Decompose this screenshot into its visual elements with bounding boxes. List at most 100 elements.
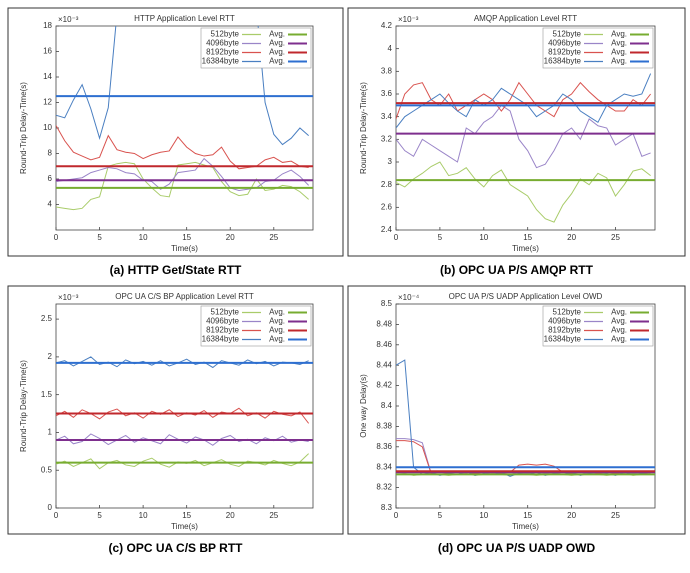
y-tick-label: 14 bbox=[43, 72, 52, 81]
y-tick-label: 8.44 bbox=[376, 360, 392, 369]
x-tick-label: 5 bbox=[97, 233, 102, 242]
y-tick-label: 8.38 bbox=[376, 422, 392, 431]
legend-label: 4096byte bbox=[548, 317, 581, 326]
y-tick-label: 0 bbox=[48, 503, 53, 512]
legend-label: 4096byte bbox=[206, 317, 239, 326]
y-tick-label: 2.5 bbox=[41, 314, 53, 323]
y-tick-label: 1.5 bbox=[41, 390, 53, 399]
y-axis-label: Round-Trip Delay-Time(s) bbox=[359, 82, 368, 174]
x-tick-label: 5 bbox=[97, 511, 102, 520]
series-line bbox=[56, 407, 310, 424]
x-tick-label: 10 bbox=[479, 233, 488, 242]
y-tick-label: 3.8 bbox=[381, 66, 393, 75]
x-tick-label: 15 bbox=[523, 233, 532, 242]
y-tick-label: 2.6 bbox=[381, 202, 393, 211]
y-tick-label: 10 bbox=[43, 123, 52, 132]
plot-lines bbox=[396, 73, 655, 223]
y-tick-label: 2.8 bbox=[381, 180, 393, 189]
y-tick-label: 8 bbox=[48, 149, 53, 158]
x-tick-label: 10 bbox=[479, 511, 488, 520]
y-tick-label: 4 bbox=[48, 200, 53, 209]
y-tick-label: 16 bbox=[43, 47, 52, 56]
series-line bbox=[56, 161, 309, 211]
y-exponent: ×10⁻³ bbox=[58, 15, 79, 24]
panel-frame bbox=[347, 7, 686, 257]
x-tick-label: 20 bbox=[226, 233, 235, 242]
y-tick-label: 1 bbox=[48, 428, 53, 437]
y-tick-label: 8.3 bbox=[381, 503, 393, 512]
y-tick-label: 3.2 bbox=[381, 134, 393, 143]
legend-label: Avg. bbox=[269, 30, 285, 39]
legend-label: Avg. bbox=[611, 317, 627, 326]
y-tick-label: 0.5 bbox=[41, 465, 53, 474]
panel-frame bbox=[7, 7, 344, 257]
x-tick-label: 25 bbox=[269, 511, 278, 520]
legend-label: Avg. bbox=[611, 30, 627, 39]
chart-title: OPC UA P/S UADP Application Level OWD bbox=[449, 292, 603, 301]
legend-label: Avg. bbox=[611, 335, 627, 344]
x-tick-label: 0 bbox=[54, 511, 59, 520]
y-tick-label: 3.4 bbox=[381, 112, 393, 121]
x-tick-label: 0 bbox=[54, 233, 59, 242]
y-exponent: ×10⁻³ bbox=[58, 293, 79, 302]
plot-lines bbox=[396, 359, 655, 477]
x-tick-label: 15 bbox=[182, 233, 191, 242]
legend-label: 16384byte bbox=[202, 335, 240, 344]
y-axis-label: One way Delay(s) bbox=[359, 374, 368, 438]
legend-label: 8192byte bbox=[206, 48, 239, 57]
x-tick-label: 20 bbox=[567, 511, 576, 520]
legend-label: Avg. bbox=[611, 48, 627, 57]
caption: (c) OPC UA C/S BP RTT bbox=[108, 541, 243, 555]
x-tick-label: 10 bbox=[139, 511, 148, 520]
chart-title: HTTP Application Level RTT bbox=[134, 14, 235, 23]
legend-label: Avg. bbox=[269, 326, 285, 335]
x-tick-label: 25 bbox=[269, 233, 278, 242]
legend-label: Avg. bbox=[611, 57, 627, 66]
legend-label: 16384byte bbox=[202, 57, 240, 66]
x-tick-label: 15 bbox=[182, 511, 191, 520]
x-axis-label: Time(s) bbox=[171, 244, 198, 253]
series-line bbox=[56, 125, 309, 170]
legend-label: Avg. bbox=[269, 48, 285, 57]
legend-label: Avg. bbox=[269, 317, 285, 326]
legend-label: Avg. bbox=[611, 39, 627, 48]
y-tick-label: 3 bbox=[388, 157, 393, 166]
x-tick-label: 15 bbox=[523, 511, 532, 520]
y-exponent: ×10⁻⁴ bbox=[398, 293, 420, 302]
y-tick-label: 8.46 bbox=[376, 340, 392, 349]
x-axis-label: Time(s) bbox=[171, 522, 198, 531]
y-tick-label: 2.4 bbox=[381, 225, 393, 234]
y-exponent: ×10⁻³ bbox=[398, 15, 419, 24]
legend-label: 512byte bbox=[211, 308, 240, 317]
legend-label: 16384byte bbox=[544, 335, 582, 344]
legend-label: 8192byte bbox=[548, 326, 581, 335]
x-tick-label: 25 bbox=[611, 233, 620, 242]
series-line bbox=[396, 104, 651, 169]
y-tick-label: 8.48 bbox=[376, 320, 392, 329]
y-tick-label: 18 bbox=[43, 21, 52, 30]
legend-label: 4096byte bbox=[206, 39, 239, 48]
x-tick-label: 20 bbox=[567, 233, 576, 242]
x-tick-label: 0 bbox=[394, 233, 399, 242]
x-tick-label: 5 bbox=[438, 233, 443, 242]
legend-label: 8192byte bbox=[206, 326, 239, 335]
x-tick-label: 20 bbox=[226, 511, 235, 520]
legend-label: Avg. bbox=[269, 335, 285, 344]
y-tick-label: 6 bbox=[48, 174, 53, 183]
legend-label: Avg. bbox=[269, 57, 285, 66]
y-tick-label: 3.6 bbox=[381, 89, 393, 98]
y-tick-label: 4 bbox=[388, 44, 393, 53]
x-tick-label: 10 bbox=[139, 233, 148, 242]
y-tick-label: 4.2 bbox=[381, 21, 393, 30]
y-axis-label: Round-Trip Delay-Time(s) bbox=[19, 82, 28, 174]
series-line bbox=[56, 433, 309, 446]
plot-lines bbox=[56, 356, 313, 470]
legend-label: 512byte bbox=[211, 30, 240, 39]
y-tick-label: 12 bbox=[43, 98, 52, 107]
caption: (b) OPC UA P/S AMQP RTT bbox=[440, 263, 594, 277]
legend-label: 8192byte bbox=[548, 48, 581, 57]
y-tick-label: 8.4 bbox=[381, 401, 393, 410]
caption: (d) OPC UA P/S UADP OWD bbox=[438, 541, 596, 555]
x-tick-label: 5 bbox=[438, 511, 443, 520]
